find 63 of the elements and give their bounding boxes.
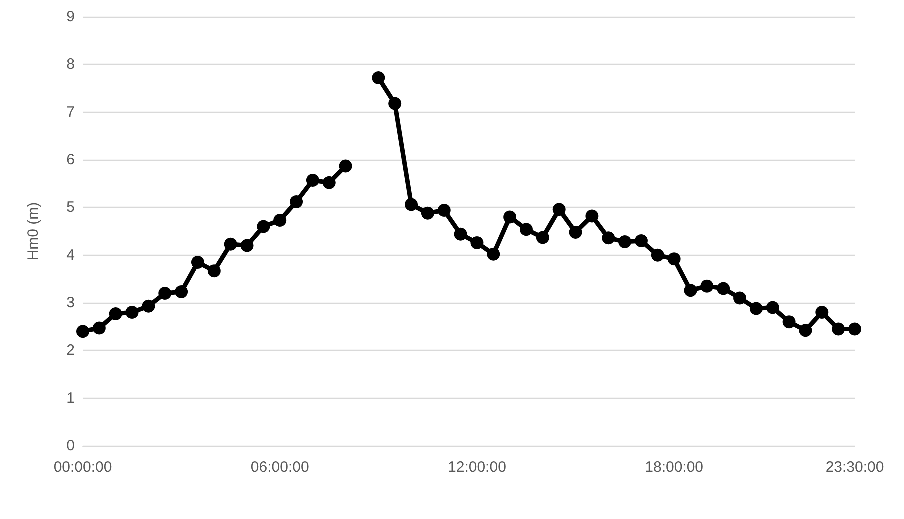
- point: [306, 174, 320, 187]
- point: [782, 316, 796, 329]
- y-tick-label: 1: [66, 390, 75, 407]
- x-tick-label: 23:30:00: [826, 459, 884, 476]
- y-tick-label: 6: [66, 152, 75, 168]
- y-tick-label: 7: [66, 104, 75, 121]
- point: [734, 292, 747, 305]
- point: [191, 256, 204, 269]
- point: [240, 239, 254, 252]
- point: [717, 282, 730, 296]
- point: [438, 204, 451, 218]
- point: [224, 238, 238, 251]
- point: [832, 322, 846, 336]
- y-tick-label: 5: [66, 199, 75, 216]
- point: [257, 220, 270, 234]
- point: [668, 252, 681, 266]
- x-tick-label: 12:00:00: [448, 459, 506, 476]
- point: [142, 300, 156, 313]
- point: [388, 97, 402, 110]
- point: [569, 226, 582, 239]
- point: [372, 72, 386, 85]
- y-tick-label: 8: [66, 56, 75, 74]
- point: [602, 232, 616, 245]
- y-tick-label: 0: [66, 438, 75, 454]
- point: [634, 234, 648, 248]
- point: [618, 235, 632, 248]
- point: [766, 301, 780, 314]
- point: [552, 203, 566, 216]
- point: [175, 286, 188, 299]
- point: [274, 214, 287, 228]
- point: [848, 322, 862, 336]
- point: [290, 195, 304, 208]
- point: [109, 307, 122, 320]
- y-tick-label: 9: [66, 8, 75, 26]
- x-tick-label: 06:00:00: [250, 459, 310, 476]
- y-tick-label: 4: [66, 246, 75, 264]
- y-axis-title: Hm0 (m): [25, 202, 42, 261]
- point: [454, 228, 468, 241]
- point: [470, 236, 484, 250]
- point: [700, 280, 714, 293]
- point: [487, 248, 500, 261]
- point: [126, 306, 139, 320]
- point: [421, 206, 434, 220]
- x-tick-label: 18:00:00: [645, 459, 704, 476]
- point: [504, 210, 517, 224]
- point: [208, 264, 221, 278]
- point: [799, 324, 812, 338]
- point: [339, 160, 352, 173]
- point: [536, 231, 550, 244]
- point: [158, 286, 172, 300]
- y-tick-label: 2: [66, 342, 75, 360]
- point: [651, 248, 664, 262]
- point: [76, 325, 90, 338]
- point: [750, 302, 763, 316]
- point: [92, 322, 106, 335]
- point: [684, 284, 698, 298]
- point: [586, 210, 599, 223]
- x-tick-label: 00:00:00: [54, 459, 112, 476]
- point: [322, 176, 336, 190]
- point: [405, 198, 418, 212]
- point: [520, 223, 533, 236]
- y-tick-label: 3: [66, 294, 75, 312]
- point: [816, 306, 829, 320]
